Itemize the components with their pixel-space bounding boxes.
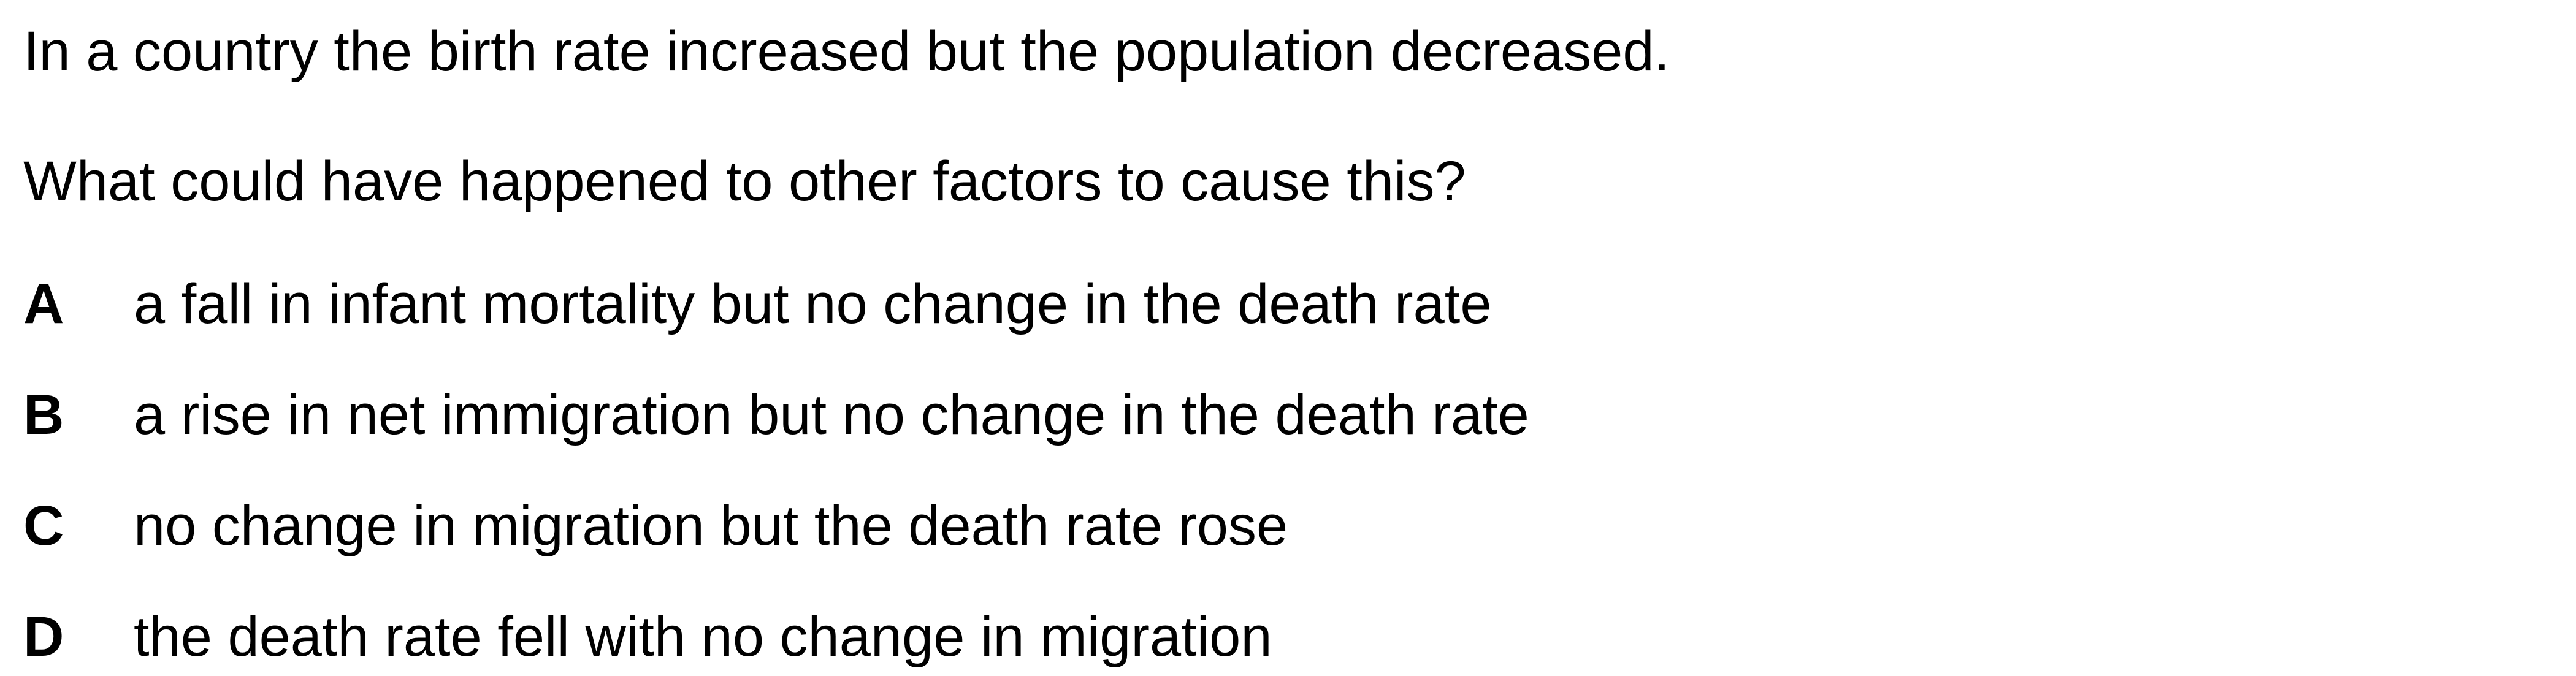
option-text: a fall in infant mortality but no change…	[134, 273, 1492, 335]
option-letter: C	[23, 495, 64, 557]
option-letter: D	[23, 606, 64, 668]
option-text: no change in migration but the death rat…	[134, 495, 1288, 557]
option-letter: B	[23, 384, 64, 446]
question-stem: In a country the birth rate increased bu…	[23, 20, 1670, 83]
option-text: a rise in net immigration but no change …	[134, 384, 1529, 446]
option-text: the death rate fell with no change in mi…	[134, 606, 1272, 668]
option-letter: A	[23, 273, 64, 335]
question-prompt: What could have happened to other factor…	[23, 150, 1466, 213]
